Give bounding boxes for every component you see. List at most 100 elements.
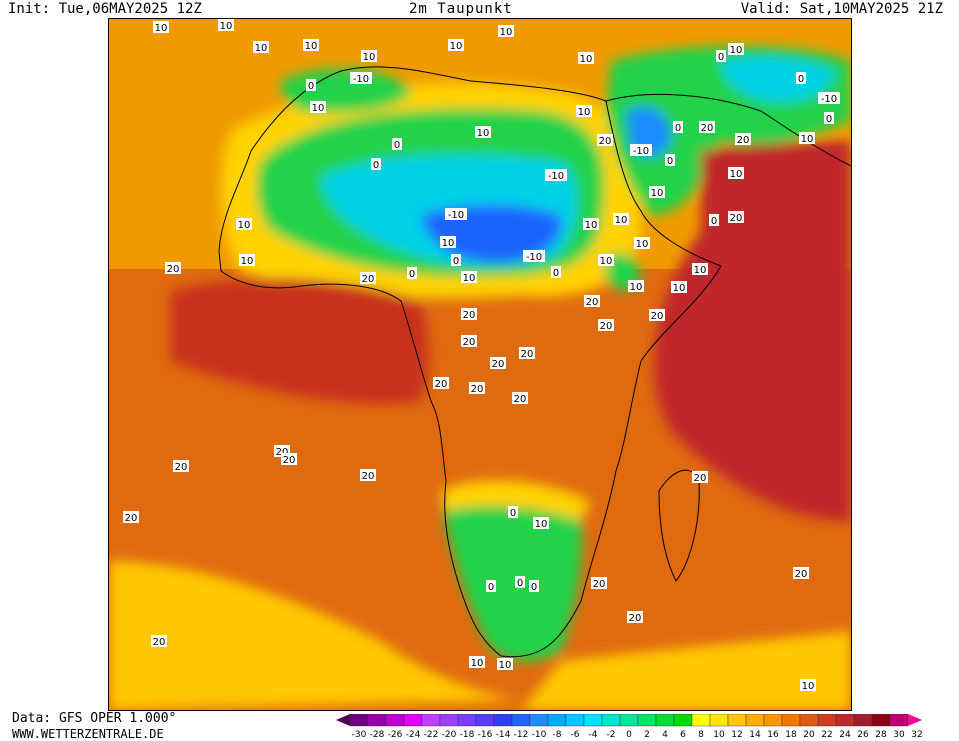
map-title: 2m Taupunkt [409,1,513,17]
contour-label-bg [239,254,255,266]
data-source-label: Data: GFS OPER 1.000° [12,711,177,726]
contour-label-bg [392,138,402,150]
contour-label: 10 [155,23,168,34]
contour-label: 20 [463,337,476,348]
contour-label: 0 [826,114,832,125]
colorbar-cell [583,714,603,727]
contour-label: 10 [802,681,815,692]
contour-label-bg [475,126,491,138]
contour-label-bg [598,319,614,331]
contour-label: 0 [394,140,400,151]
contour-label: -10 [526,252,542,263]
contour-label-bg [551,266,561,278]
colorbar-cell [385,714,405,727]
contour-label: 10 [615,215,628,226]
contour-label-bg [433,377,449,389]
contour-label-bg [578,52,594,64]
contour-label-bg [649,309,665,321]
contour-label: 10 [477,128,490,139]
contour-label: 10 [450,41,463,52]
colorbar-tick-label: 2 [644,730,650,740]
contour-label: 0 [667,156,673,167]
colorbar-cell [799,714,819,727]
contour-label: 10 [499,660,512,671]
contour-label: 20 [599,136,612,147]
contour-label: 20 [514,394,527,405]
contour-label: 10 [500,27,513,38]
init-time-label: Init: Tue,06MAY2025 12Z [8,1,202,17]
colorbar-tick-label: 32 [911,730,922,740]
contour-label-bg [735,133,751,145]
contour-label-bg [630,144,652,156]
contour-label: 10 [463,273,476,284]
colorbar-cell [817,714,837,727]
contour-label: 10 [585,220,598,231]
contour-label-bg [523,250,545,262]
colorbar-tick-label: 8 [698,730,704,740]
colorbar-tick-label: 12 [731,730,742,740]
colorbar-tick-label: -20 [442,730,457,740]
contour-label: 10 [535,519,548,530]
colorbar-cell [475,714,495,727]
colorbar-cell [781,714,801,727]
contour-label: 10 [673,283,686,294]
contour-label: 20 [463,310,476,321]
contour-label: 0 [510,508,516,519]
colorbar-tick-label: -16 [478,730,493,740]
colorbar-tick-label: -10 [532,730,547,740]
contour-label-bg [671,281,687,293]
colorbar-tick-label: 0 [626,730,632,740]
colorbar-tick-label: 18 [785,730,797,740]
contour-label: 0 [711,216,717,227]
contour-label: 10 [363,52,376,63]
contour-label: 20 [593,579,606,590]
contour-label-bg [597,134,613,146]
colorbar-cell [511,714,531,727]
contour-label: 20 [521,349,534,360]
contour-label-bg [613,213,629,225]
contour-label: 10 [630,282,643,293]
contour-label: 0 [798,74,804,85]
contour-label-bg [519,347,535,359]
contour-label-bg [407,267,417,279]
contour-label-bg [497,658,513,670]
colorbar-cell [565,714,585,727]
contour-label-bg [728,43,744,55]
colorbar-cell [619,714,639,727]
contour-labels: 10 10 10 10 10 10 10 10 10 0 -10 0 10 0 -10 0 10 10 0 0 20 20… [123,19,840,692]
contour-label-bg [515,576,525,588]
colorbar-cell [493,714,513,727]
contour-label: -10 [633,146,649,157]
contour-label-bg [583,218,599,230]
contour-label-bg [153,21,169,33]
colorbar-tick-label: 20 [803,730,815,740]
colorbar-cell [529,714,549,727]
colorbar-tick-label: 26 [857,730,869,740]
contour-label-bg [123,511,139,523]
contour-label: 10 [600,256,613,267]
contour-label-bg [281,453,297,465]
contour-label-bg [649,186,665,198]
colorbar-cell [439,714,459,727]
colorbar-low-arrow [336,714,350,726]
contour-label-bg [173,460,189,472]
contour-label-bg [461,308,477,320]
colorbar-cell [763,714,783,727]
contour-label: 20 [629,613,642,624]
contour-label-bg [728,167,744,179]
dewpoint-map: 10 10 10 10 10 10 10 10 10 0 -10 0 10 0 -10 0 10 10 0 0 20 20… [108,18,852,711]
colorbar-tick-label: 10 [713,730,725,740]
contour-label: 10 [220,21,233,32]
colorbar-cell [403,714,423,727]
contour-label: 10 [578,107,591,118]
contour-label-bg [709,214,719,226]
valid-time-label: Valid: Sat,10MAY2025 21Z [740,1,943,17]
contour-label: -10 [548,171,564,182]
contour-label: 0 [409,269,415,280]
colorbar-tick-label: 22 [821,730,832,740]
colorbar-cell [349,714,369,727]
site-url-label: WWW.WETTERZENTRALE.DE [12,727,164,741]
contour-label: 10 [238,220,251,231]
contour-label-bg [490,357,506,369]
contour-label: 0 [373,160,379,171]
